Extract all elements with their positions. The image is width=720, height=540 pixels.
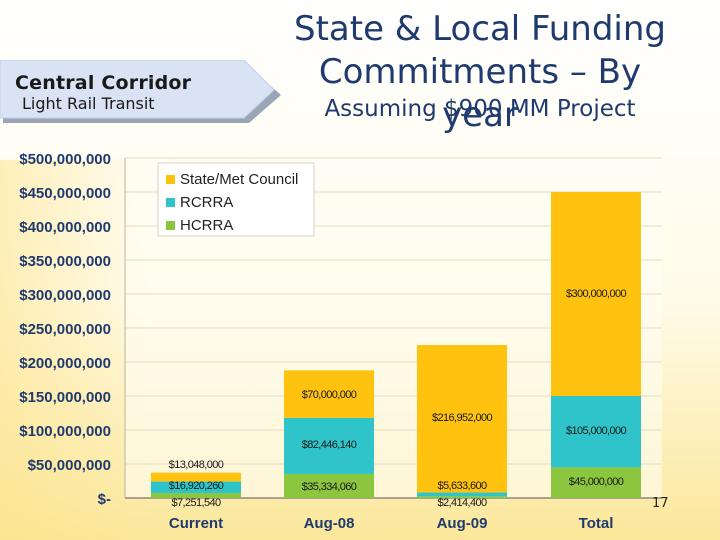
- y-tick-label: $-: [98, 491, 111, 508]
- y-tick-label: $500,000,000: [19, 151, 111, 168]
- bar-segment: [284, 417, 374, 474]
- data-label: $105,000,000: [566, 425, 627, 437]
- legend-swatch: [166, 221, 175, 230]
- y-tick-label: $350,000,000: [19, 253, 111, 270]
- title-line-1: State & Local Funding: [293, 9, 666, 49]
- legend-label: State/Met Council: [180, 171, 298, 188]
- data-label: $7,251,540: [171, 497, 221, 509]
- bar-segment: [551, 396, 641, 468]
- banner-shape: [0, 60, 281, 123]
- y-tick-label: $50,000,000: [28, 457, 111, 474]
- banner-title: Central Corridor: [15, 72, 192, 94]
- banner-subtitle: Light Rail Transit: [22, 94, 155, 113]
- y-tick-label: $150,000,000: [19, 389, 111, 406]
- data-label: $70,000,000: [302, 389, 357, 401]
- legend-label: HCRRA: [180, 217, 233, 234]
- x-tick-label: Aug-08: [304, 515, 355, 532]
- data-label: $2,414,400: [437, 497, 487, 509]
- data-label: $35,334,060: [302, 481, 357, 493]
- data-label: $216,952,000: [432, 412, 493, 424]
- funding-chart: $- $50,000,000 $100,000,000 $150,000,000 $20…: [19, 151, 662, 532]
- bar-segment: [551, 192, 641, 396]
- bar-segment: [151, 481, 241, 494]
- legend-label: RCRRA: [180, 194, 233, 211]
- slide-subtitle: Assuming $900 MM Project: [324, 96, 636, 122]
- slide-title: State & Local Funding Commitments – By y…: [280, 8, 680, 137]
- data-label: $45,000,000: [569, 476, 624, 488]
- y-tick-label: $400,000,000: [19, 219, 111, 236]
- x-tick-label: Current: [169, 515, 223, 532]
- data-label: $13,048,000: [169, 459, 224, 471]
- data-label: $82,446,140: [302, 439, 357, 451]
- bar-segment: [417, 345, 507, 493]
- bar-segment: [151, 493, 241, 498]
- bar-segment: [417, 492, 507, 497]
- title-banner: [0, 60, 281, 123]
- bar-segment: [151, 472, 241, 482]
- y-tick-label: $450,000,000: [19, 185, 111, 202]
- x-tick-label: Total: [579, 515, 614, 532]
- data-label: $16,920,260: [169, 480, 224, 492]
- y-tick-label: $100,000,000: [19, 423, 111, 440]
- bar-segment: [284, 370, 374, 418]
- page-number: 17: [652, 496, 669, 511]
- legend-swatch: [166, 198, 175, 207]
- y-tick-label: $300,000,000: [19, 287, 111, 304]
- bar-segment: [551, 467, 641, 498]
- x-tick-label: Aug-09: [437, 515, 488, 532]
- title-line-2: Commitments – By year: [318, 52, 642, 135]
- bar-segment: [417, 496, 507, 498]
- data-label: $5,633,600: [437, 480, 487, 492]
- legend-box: [157, 162, 315, 237]
- y-tick-label: $200,000,000: [19, 355, 111, 372]
- data-label: $300,000,000: [566, 288, 627, 300]
- bar-segment: [284, 473, 374, 498]
- legend-swatch: [166, 175, 175, 184]
- y-tick-label: $250,000,000: [19, 321, 111, 338]
